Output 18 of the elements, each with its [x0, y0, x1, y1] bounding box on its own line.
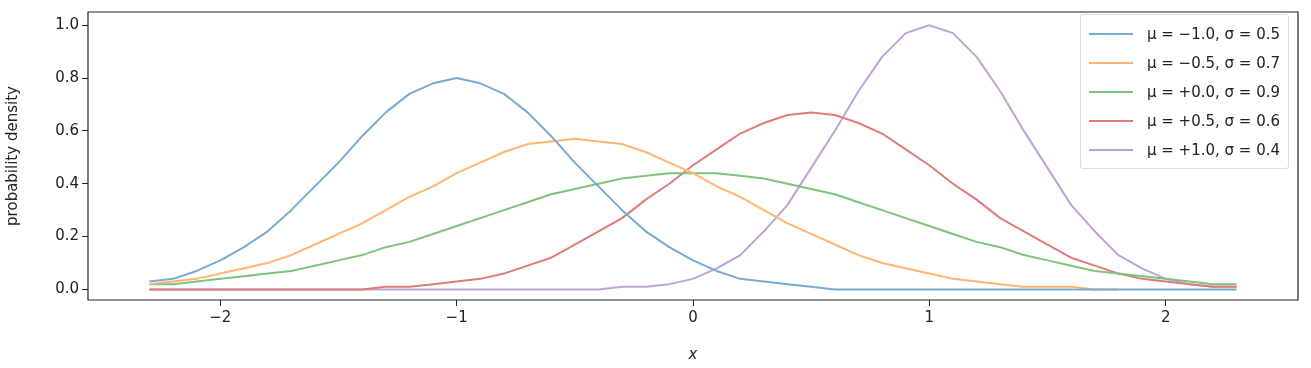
x-tick-label: 0 [688, 307, 698, 326]
x-axis-title: x [687, 344, 698, 363]
legend-label: μ = +1.0, σ = 0.4 [1146, 140, 1280, 159]
y-tick-label: 0.0 [55, 279, 79, 298]
x-tick-label: 1 [924, 307, 935, 326]
legend-label: μ = −1.0, σ = 0.5 [1146, 24, 1280, 43]
y-tick-label: 0.8 [55, 67, 79, 86]
legend-label: μ = +0.0, σ = 0.9 [1146, 82, 1280, 101]
x-tick-label: 2 [1160, 307, 1171, 326]
legend-label: μ = −0.5, σ = 0.7 [1146, 53, 1280, 72]
legend-label: μ = +0.5, σ = 0.6 [1146, 111, 1280, 130]
x-tick-label: −1 [445, 307, 468, 326]
y-tick-label: 0.4 [55, 173, 79, 192]
y-tick-label: 0.6 [55, 120, 79, 139]
x-tick-label: −2 [209, 307, 232, 326]
y-axis-title: probability density [2, 85, 21, 226]
y-tick-label: 1.0 [55, 15, 79, 34]
y-tick-label: 0.2 [55, 226, 79, 245]
